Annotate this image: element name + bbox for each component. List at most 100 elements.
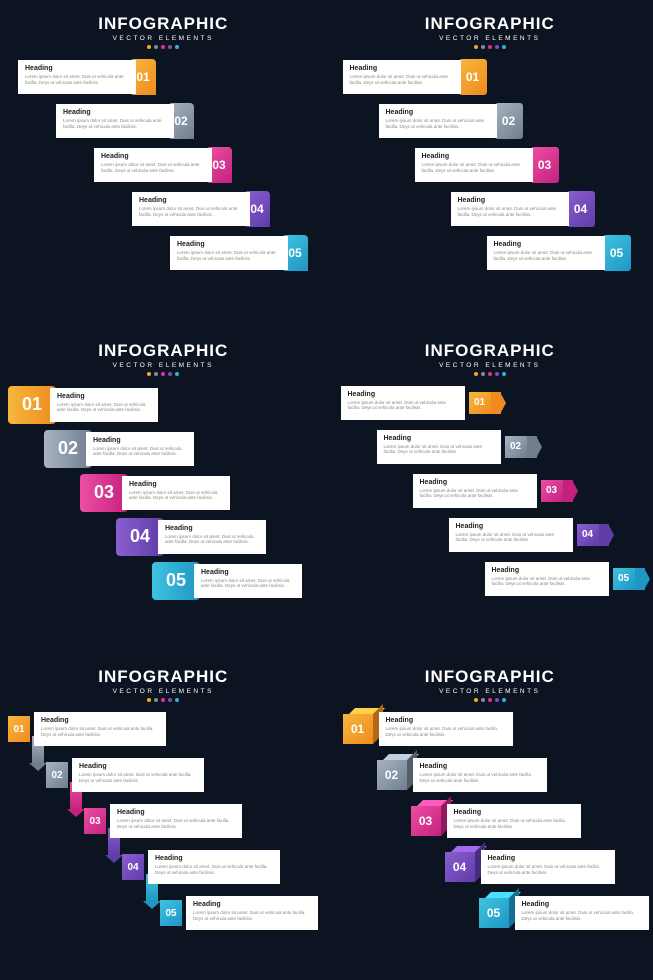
step: 05HeadingLorem ipsum dolor sit amet. Dui… <box>152 562 302 600</box>
step-body: Lorem ipsum dolor sit amet. Duis ut vehi… <box>165 534 259 545</box>
step-heading: Heading <box>193 901 311 908</box>
step-heading: Heading <box>386 717 506 724</box>
step-body: Lorem ipsum dolor sit amet. Duis ut vehi… <box>117 818 235 829</box>
dot <box>488 372 492 376</box>
dot <box>175 45 179 49</box>
step-body: Lorem ipsum dolor sit amet. Duis ut vehi… <box>350 74 454 85</box>
dot <box>161 698 165 702</box>
title-block: INFOGRAPHICVECTOR ELEMENTS <box>335 341 646 376</box>
step-body: Lorem ipsum dolor sit amet. Duis ut vehi… <box>93 446 187 457</box>
step: 05HeadingLorem ipsum dolor sit amet. Dui… <box>479 896 649 930</box>
step: HeadingLorem ipsum dolor sit amet. Duis … <box>449 518 609 552</box>
step-number: 05 <box>479 898 509 928</box>
step-card: HeadingLorem ipsum dolor sit amet. Duis … <box>122 476 230 510</box>
step-card: HeadingLorem ipsum dolor sit amet. Duis … <box>485 562 609 596</box>
step-heading: Heading <box>422 153 526 160</box>
step-card: HeadingLorem ipsum dolor sit amet. Duis … <box>481 850 615 884</box>
step-card: HeadingLorem ipsum dolor sit amet. Duis … <box>379 712 513 746</box>
dot <box>481 698 485 702</box>
step-heading: Heading <box>165 525 259 532</box>
ribbon-icon <box>491 392 501 414</box>
step-heading: Heading <box>456 523 566 530</box>
panel-4: INFOGRAPHICVECTOR ELEMENTSHeadingLorem i… <box>327 327 653 654</box>
dot <box>495 45 499 49</box>
step-body: Lorem ipsum dolor sit amet. Duis ut vehi… <box>79 772 197 783</box>
step-number: 04 <box>445 852 475 882</box>
dot <box>502 698 506 702</box>
step-card: HeadingLorem ipsum dolor sit amet. Duis … <box>34 712 166 746</box>
step-number-tab: 03 <box>531 147 559 183</box>
step-card: HeadingLorem ipsum dolor sit amet. Duis … <box>379 104 497 138</box>
cube-icon: 03 <box>411 806 441 836</box>
panel-6: INFOGRAPHICVECTOR ELEMENTS01HeadingLorem… <box>327 653 653 980</box>
dot <box>481 372 485 376</box>
step-body: Lorem ipsum dolor sit amet. Duis ut vehi… <box>201 578 295 589</box>
step-body: Lorem ipsum dolor sit amet. Duis ut vehi… <box>494 250 598 261</box>
dot <box>474 45 478 49</box>
step-body: Lorem ipsum dolor sit amet. Duis ut vehi… <box>492 576 602 587</box>
palette-dots <box>335 698 646 702</box>
step-heading: Heading <box>454 809 574 816</box>
step-heading: Heading <box>129 481 223 488</box>
step: HeadingLorem ipsum dolor sit amet. Duis … <box>377 430 537 464</box>
step-body: Lorem ipsum dolor sit amet. Duis ut vehi… <box>139 206 243 217</box>
subtitle: VECTOR ELEMENTS <box>8 362 319 369</box>
step-card: HeadingLorem ipsum dolor sit amet. Duis … <box>194 564 302 598</box>
step-heading: Heading <box>420 763 540 770</box>
step-number-tab: 01 <box>8 716 30 742</box>
step-body: Lorem ipsum dolor sit amet. Duis ut vehi… <box>25 74 129 85</box>
step-card: Heading Lorem ipsum dolor sit amet. Duis … <box>343 60 461 94</box>
infographic-grid: INFOGRAPHICVECTOR ELEMENTSHeadingLorem i… <box>0 0 653 980</box>
palette-dots <box>335 45 646 49</box>
dot <box>168 372 172 376</box>
step: 04HeadingLorem ipsum dolor sit amet. Dui… <box>116 518 266 556</box>
step-body: Lorem ipsum dolor sit amet. Duis ut vehi… <box>420 772 540 783</box>
title: INFOGRAPHIC <box>8 14 319 34</box>
step: 04HeadingLorem ipsum dolor sit amet. Dui… <box>445 850 615 884</box>
step-body: Lorem ipsum dolor sit amet. Duis ut vehi… <box>57 402 151 413</box>
dot <box>474 698 478 702</box>
step-card: Heading Lorem ipsum dolor sit amet. Duis … <box>110 804 242 838</box>
step: 02 Heading Lorem ipsum dolor sit amet. Dui… <box>377 758 547 792</box>
title: INFOGRAPHIC <box>335 341 646 361</box>
dot <box>481 45 485 49</box>
step-heading: Heading <box>25 65 129 72</box>
dot <box>175 372 179 376</box>
step-card: HeadingLorem ipsum dolor sit amet. Duis … <box>186 896 318 930</box>
step-heading: Heading <box>93 437 187 444</box>
step-heading: Heading <box>63 109 167 116</box>
dot <box>147 698 151 702</box>
step-heading: Heading <box>384 435 494 442</box>
step: HeadingLorem ipsum dolor sit amet. Duis … <box>94 147 232 183</box>
step: 04HeadingLorem ipsum dolor sit amet. Dui… <box>122 850 280 884</box>
step-heading: Heading <box>117 809 235 816</box>
dot <box>154 698 158 702</box>
step: Heading Lorem ipsum dolor sit amet. Duis … <box>487 235 631 271</box>
dot <box>147 45 151 49</box>
step-heading: Heading <box>101 153 205 160</box>
title: INFOGRAPHIC <box>335 14 646 34</box>
ribbon-icon <box>599 524 609 546</box>
step-card: Heading Lorem ipsum dolor sit amet. Duis … <box>86 432 194 466</box>
step-number-tab: 04 <box>577 524 599 546</box>
dot <box>147 372 151 376</box>
step-card: HeadingLorem ipsum dolor sit amet. Duis … <box>415 148 533 182</box>
step-body: Lorem ipsum dolor sit amet. Duis ut vehi… <box>348 400 458 411</box>
dot <box>502 372 506 376</box>
title: INFOGRAPHIC <box>8 341 319 361</box>
dot <box>474 372 478 376</box>
dot <box>154 372 158 376</box>
subtitle: VECTOR ELEMENTS <box>8 688 319 695</box>
step-body: Lorem ipsum dolor sit amet. Duis ut vehi… <box>386 118 490 129</box>
dot <box>154 45 158 49</box>
step-card: HeadingLorem ipsum dolor sit amet. Duis … <box>148 850 280 884</box>
step-number: 02 <box>377 760 407 790</box>
palette-dots <box>8 372 319 376</box>
step: 03HeadingLorem ipsum dolor sit amet. Dui… <box>84 804 242 838</box>
step: HeadingLorem ipsum dolor sit amet. Duis … <box>56 103 194 139</box>
panel-3: INFOGRAPHICVECTOR ELEMENTS01HeadingLorem… <box>0 327 327 654</box>
step-heading: Heading <box>494 241 598 248</box>
title-block: INFOGRAPHICVECTOR ELEMENTS <box>335 667 646 702</box>
step-card: HeadingLorem ipsum dolor sit amet. Duis … <box>447 804 581 838</box>
step-heading: Heading <box>350 65 454 72</box>
